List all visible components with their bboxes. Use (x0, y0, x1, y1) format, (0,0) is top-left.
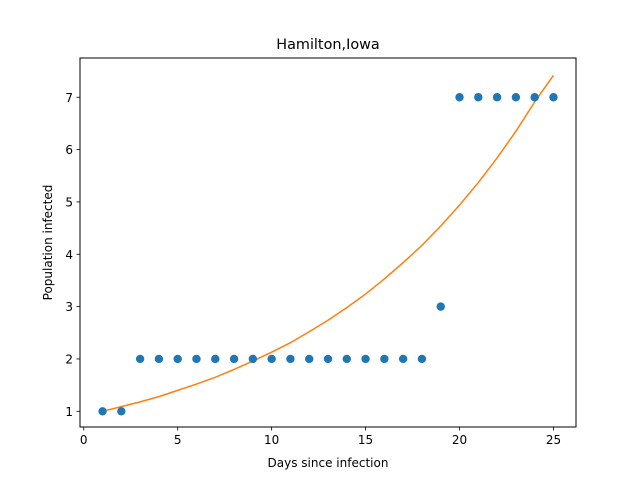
data-point (474, 93, 483, 102)
data-point (229, 354, 239, 364)
x-tick-label: 0 (80, 433, 88, 447)
data-point (398, 354, 408, 364)
data-point (417, 354, 427, 364)
y-tick-label: 3 (65, 300, 73, 314)
data-point (117, 407, 126, 416)
data-point (436, 302, 445, 311)
data-point (361, 354, 370, 364)
data-point (455, 93, 464, 102)
data-point (286, 354, 295, 364)
x-tick-label: 5 (174, 433, 182, 447)
data-point (173, 354, 182, 364)
y-tick-label: 1 (65, 405, 73, 419)
fit-curve-line (102, 74, 555, 413)
x-tick-label: 25 (546, 433, 561, 447)
plot-area (98, 74, 558, 416)
data-point (154, 354, 164, 364)
data-point (98, 407, 107, 416)
x-tick-label: 10 (264, 433, 279, 447)
data-point (192, 354, 201, 364)
y-tick-label: 2 (65, 352, 73, 366)
data-point (248, 354, 258, 364)
data-point (530, 93, 539, 102)
data-point (511, 93, 521, 102)
data-point (305, 354, 314, 364)
data-point (267, 354, 276, 364)
y-tick-label: 4 (65, 248, 73, 262)
data-point (211, 354, 220, 364)
x-axis-label: Days since infection (268, 456, 389, 470)
x-tick-label: 15 (358, 433, 373, 447)
data-point (135, 354, 145, 364)
y-tick-label: 7 (65, 91, 73, 105)
data-point (342, 354, 351, 364)
chart-title: Hamilton,Iowa (276, 37, 379, 53)
data-point (380, 354, 389, 364)
y-tick-label: 5 (65, 195, 73, 209)
data-point (492, 93, 502, 102)
x-tick-label: 20 (452, 433, 467, 447)
data-point (323, 354, 333, 364)
axes-frame (79, 57, 577, 428)
y-tick-label: 6 (65, 143, 73, 157)
data-point (549, 93, 558, 102)
axis-ticks: 0 5 10 15 20 25 1 2 3 4 5 6 7 (65, 91, 561, 447)
y-axis-label: Population infected (41, 185, 55, 301)
